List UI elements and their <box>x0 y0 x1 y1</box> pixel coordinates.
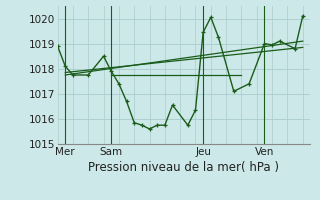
X-axis label: Pression niveau de la mer( hPa ): Pression niveau de la mer( hPa ) <box>89 161 279 174</box>
